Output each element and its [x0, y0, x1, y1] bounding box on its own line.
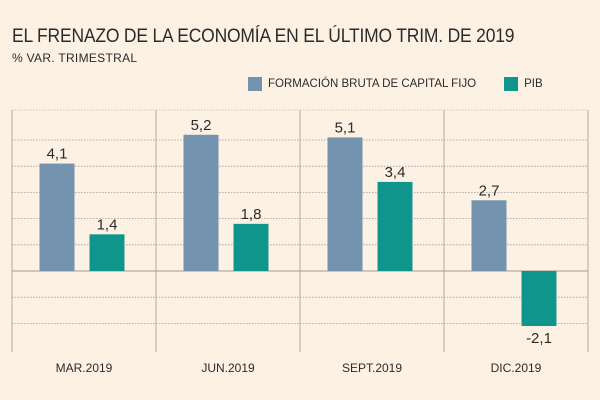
data-label-fbcf: 5,2: [191, 117, 212, 134]
data-label-pib: 1,8: [241, 206, 262, 223]
data-label-pib: 1,4: [97, 216, 118, 233]
legend-label-pib: PIB: [524, 78, 543, 90]
chart-title: EL FRENAZO DE LA ECONOMÍA EN EL ÚLTIMO T…: [12, 26, 515, 47]
bar-pib-mar2019: [89, 234, 125, 271]
bar-pib-jun2019: [233, 223, 269, 271]
data-label-pib: -2,1: [526, 330, 552, 347]
x-tick-label: MAR.2019: [56, 361, 113, 375]
legend: FORMACIÓN BRUTA DE CAPITAL FIJO PIB: [248, 77, 543, 91]
bar-fbcf-mar2019: [39, 163, 75, 271]
bar-pib-dic2019: [521, 271, 557, 327]
bar-pib-sept2019: [377, 181, 413, 271]
chart-subtitle: % VAR. TRIMESTRAL: [12, 51, 138, 65]
data-label-fbcf: 4,1: [47, 146, 68, 163]
data-label-fbcf: 5,1: [335, 119, 356, 136]
bar-fbcf-jun2019: [183, 134, 219, 271]
legend-swatch-pib: [504, 77, 519, 91]
legend-item-fbcf: FORMACIÓN BRUTA DE CAPITAL FIJO: [248, 77, 476, 91]
legend-item-pib: PIB: [504, 77, 543, 91]
x-tick-label: JUN.2019: [201, 361, 255, 375]
legend-swatch-fbcf: [248, 77, 262, 91]
x-tick-label: DIC.2019: [491, 361, 542, 375]
data-label-fbcf: 2,7: [479, 182, 500, 199]
x-tick-label: SEPT.2019: [342, 361, 402, 375]
legend-label-fbcf: FORMACIÓN BRUTA DE CAPITAL FIJO: [268, 78, 477, 90]
data-label-pib: 3,4: [385, 164, 406, 181]
bar-fbcf-sept2019: [327, 137, 363, 271]
bar-fbcf-dic2019: [471, 200, 507, 271]
